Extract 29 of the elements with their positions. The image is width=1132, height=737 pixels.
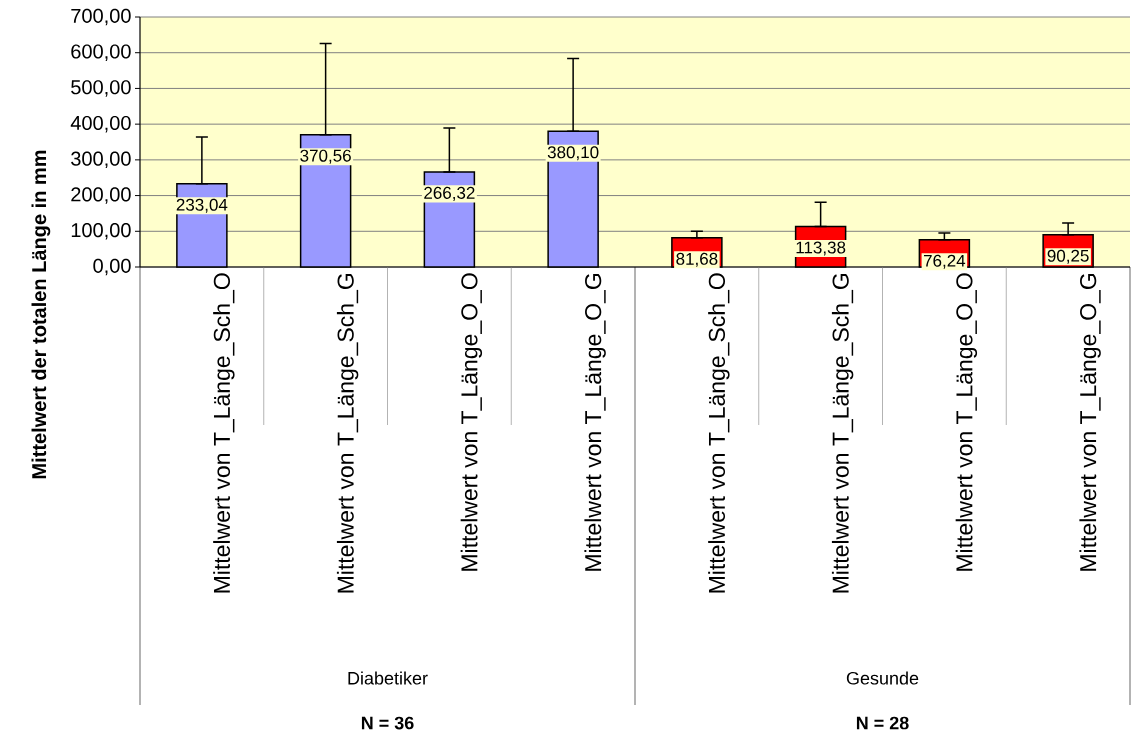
x-tick-label: Mittelwert von T_Länge_O_G xyxy=(584,273,606,571)
data-label: 90,25 xyxy=(1047,249,1089,264)
y-tick-label: 200,00 xyxy=(71,187,131,204)
x-tick-label: Mittelwert von T_Länge_Sch_O xyxy=(708,273,730,593)
x-tick-label: Mittelwert von T_Länge_O_O xyxy=(460,273,483,571)
data-label: 113,38 xyxy=(796,241,846,256)
y-tick-label: 400,00 xyxy=(70,115,131,133)
data-label: 266,32 xyxy=(424,186,475,201)
data-label: 76,24 xyxy=(923,254,966,269)
data-label: 380,10 xyxy=(547,146,599,161)
text: N = 28 xyxy=(856,716,909,730)
text: Diabetiker xyxy=(348,671,428,685)
x-tick-label: Mittelwert von T_Länge_O_G xyxy=(1079,273,1101,571)
y-tick-label: 100,00 xyxy=(71,223,131,240)
data-label: 233,04 xyxy=(176,198,228,213)
y-axis-title: Mittelwert der totalen Länge in mm xyxy=(31,150,51,479)
y-tick-label: 300,00 xyxy=(71,151,131,169)
text: Gesunde xyxy=(846,671,919,685)
x-tick-label: Mittelwert von T_Länge_Sch_G xyxy=(336,273,359,593)
y-tick-label: 0,00 xyxy=(93,258,131,276)
x-tick-label: Mittelwert von T_Länge_Sch_G xyxy=(831,273,854,593)
data-label: 370,56 xyxy=(300,149,351,164)
y-tick-label: 600,00 xyxy=(71,44,131,61)
x-tick-label: Mittelwert von T_Länge_Sch_O xyxy=(213,273,235,593)
y-tick-label: 700,00 xyxy=(71,8,131,26)
data-label: 81,68 xyxy=(676,252,718,267)
x-tick-label: Mittelwert von T_Länge_O_O xyxy=(955,273,978,571)
y-tick-label: 500,00 xyxy=(71,80,131,97)
text: N = 36 xyxy=(361,716,414,730)
